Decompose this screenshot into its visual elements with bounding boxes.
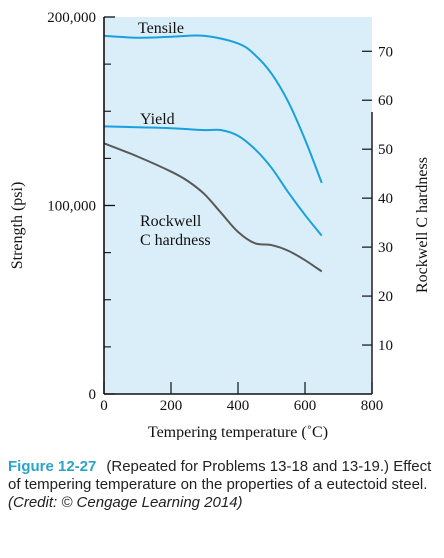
y-right-tick-label: 50 bbox=[378, 142, 393, 158]
x-tick-label: 800 bbox=[361, 398, 384, 414]
series-line-3 bbox=[103, 142, 323, 273]
y-right-tick-label: 40 bbox=[378, 191, 393, 207]
y-right-tick-label: 70 bbox=[378, 44, 393, 60]
x-tick-label: 400 bbox=[227, 398, 250, 414]
y-axis-left-title: Strength (psi) bbox=[9, 182, 26, 270]
caption-credit: (Credit: © Cengage Learning 2014) bbox=[8, 494, 243, 511]
y-right-tick-label: 10 bbox=[378, 338, 393, 354]
x-tick-label: 200 bbox=[160, 398, 183, 414]
x-tick-label: 600 bbox=[294, 398, 317, 414]
x-tick-label: 0 bbox=[100, 398, 108, 414]
y-left-tick-label: 100,000 bbox=[47, 199, 96, 215]
y-right-tick-label: 60 bbox=[378, 93, 393, 109]
series-line-1 bbox=[103, 34, 323, 184]
y-right-tick-label: 20 bbox=[378, 289, 393, 305]
y-left-tick-label: 0 bbox=[89, 387, 97, 403]
chart-figure: 0 200 400 600 800 0 100,000 200,000 10 20 30 40 50 60… bbox=[9, 10, 431, 440]
caption-figure-label: Figure 12-27 bbox=[8, 458, 97, 475]
series-label-3: Rockwell C hardness bbox=[140, 213, 211, 249]
series-label-1: Tensile bbox=[138, 20, 184, 37]
y-axis-right-title: Rockwell C hardness bbox=[414, 157, 431, 293]
y-left-tick-label: 200,000 bbox=[47, 10, 96, 26]
y-right-tick-label: 30 bbox=[378, 240, 393, 256]
series-label-2: Yield bbox=[140, 111, 175, 128]
figure-caption: Figure 12-27 (Repeated for Problems 13-18… bbox=[8, 458, 436, 512]
plot-area bbox=[104, 17, 372, 394]
x-axis-title: Tempering temperature (˚C) bbox=[148, 424, 328, 440]
caption-text: (Repeated for Problems 13-18 and 13-19.)… bbox=[8, 458, 432, 493]
series-line-2 bbox=[103, 125, 323, 237]
